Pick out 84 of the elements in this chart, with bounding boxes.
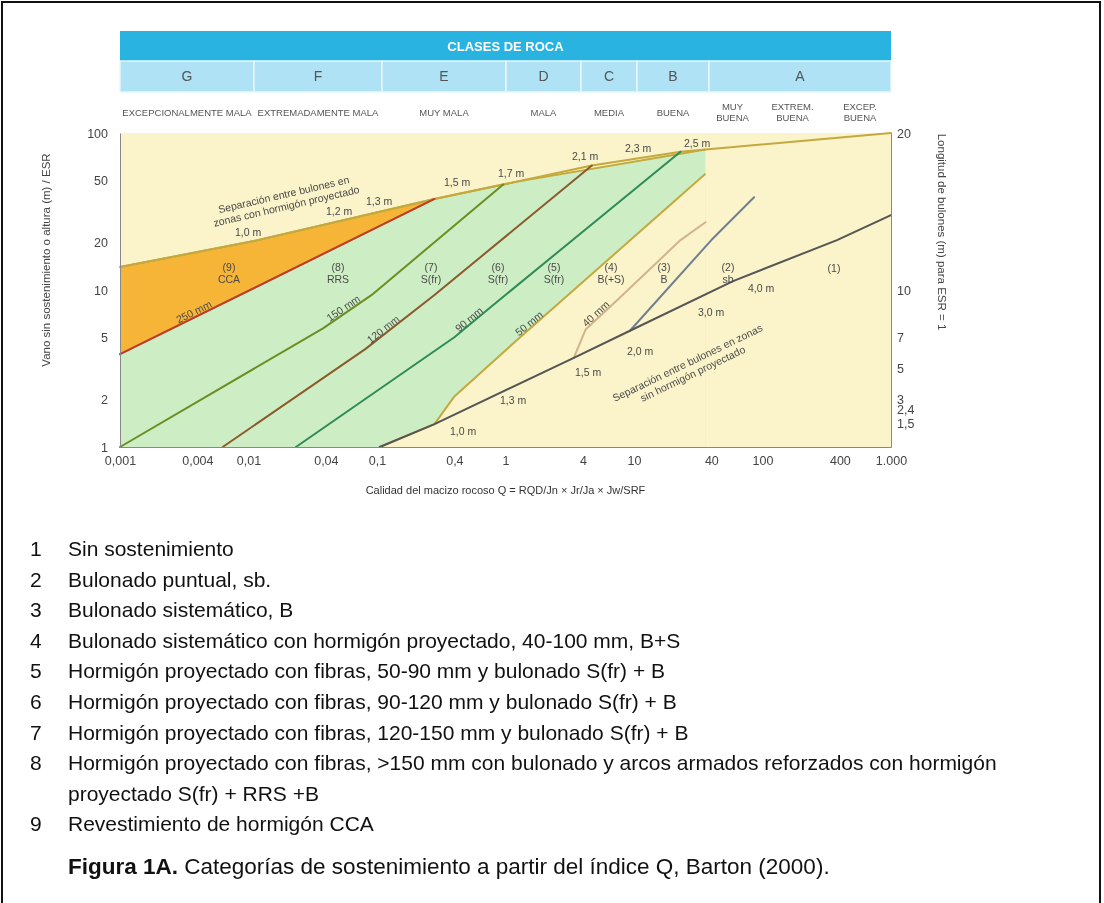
annotation: 250 mm (174, 297, 214, 326)
text: MUY MALA (419, 106, 470, 118)
y2-tick-label: 20 (897, 126, 911, 141)
annotation: 2,5 m (683, 137, 711, 149)
y-tick-label: 1 (101, 440, 109, 455)
y-axis-title: Vano sin sostenimiento o altura (m) / ESR (40, 153, 52, 367)
annotation: 3,0 m (697, 306, 725, 318)
annotation: (6) S(fr) (487, 261, 509, 285)
annotation: 2,0 m (626, 345, 654, 357)
text: G (181, 68, 193, 85)
text: 7 Hormigón proyectado con fibras, 120-150 mm y bulonado S(fr) + B (30, 720, 689, 744)
annotation: 1,7 m (497, 167, 525, 179)
text: EXCEP. BUENA (843, 101, 878, 124)
annotation: 1,0 m (234, 226, 262, 238)
annotation: (3) B (657, 261, 671, 285)
annotation: (1) (827, 262, 841, 274)
x-tick-label: 0,001 (104, 453, 137, 468)
text: 1 Sin sostenimiento (30, 537, 234, 560)
annotation: 4,0 m (747, 282, 775, 294)
text: 5 Hormigón proyectado con fibras, 50-90 mm y bulonado S(fr) + B (30, 659, 666, 683)
x-tick-label: 10 (627, 453, 642, 468)
text: MALA (530, 106, 558, 118)
text: 8 Hormigón proyectado con fibras, >150 mm con bulonado y arcos armados reforzados con hormigón proyectado S(fr) + RRS +B (30, 751, 997, 805)
annotation: (4) B(+S) (597, 261, 625, 285)
y2-tick-label: 10 (897, 283, 911, 298)
annotation: 40 mm (579, 297, 612, 329)
text: EXCEPCIONALMENTE MALA (122, 106, 253, 118)
annotation: (5) S(fr) (543, 261, 565, 285)
annotation: (8) RRS (326, 261, 350, 285)
text: EXTREMADAMENTE MALA (257, 106, 380, 118)
y-tick-label: 50 (94, 173, 109, 188)
annotation: 1,5 m (574, 366, 602, 378)
text: B (668, 68, 678, 85)
annotation: 1,5 m (443, 176, 471, 188)
text: 9 Revestimiento de hormigón CCA (30, 812, 374, 836)
y2-axis-title: Longitud de bulones (m) para ESR = 1 (936, 133, 948, 331)
y-tick-label: 2 (101, 393, 109, 408)
x-tick-label: 4 (579, 453, 587, 468)
x-tick-label: 400 (829, 453, 851, 468)
annotation: 150 mm (324, 292, 363, 324)
y-tick-label: 10 (94, 283, 109, 298)
annotation: (7) S(fr) (420, 261, 442, 285)
text: C (603, 68, 615, 85)
text: E (439, 68, 449, 85)
y-tick-label: 20 (94, 236, 109, 251)
text: 3 Bulonado sistemático, B (30, 598, 294, 622)
x-tick-label: 0,004 (182, 453, 214, 468)
x-axis-title: Calidad del macizo rocoso Q = RQD/Jn × Jr/Ja × Jw/SRF (365, 484, 646, 496)
y-tick-label: 5 (101, 330, 109, 345)
annotation: 2,3 m (624, 142, 652, 154)
text: A (795, 68, 806, 85)
text: MUY BUENA (716, 101, 750, 124)
x-tick-label: 1.000 (875, 453, 908, 468)
annotation: 90 mm (452, 304, 486, 335)
text: D (538, 68, 549, 85)
text: 6 Hormigón proyectado con fibras, 90-120 mm y bulonado S(fr) + B (30, 690, 677, 713)
text: Figura 1A. Categorías de sostenimiento a partir del índice Q, Barton (2000). (68, 854, 830, 879)
x-tick-label: 0,01 (236, 453, 262, 468)
annotation: 1,2 m (325, 205, 353, 217)
text: BUENA (656, 106, 691, 118)
x-tick-label: 1 (502, 453, 510, 468)
text: MEDIA (593, 106, 625, 118)
text: EXTREM. BUENA (771, 101, 814, 124)
text: 4 Bulonado sistemático con hormigón proyectado, 40-100 mm, B+S (30, 628, 681, 652)
y2-tick-label: 5 (897, 362, 904, 376)
text: CLASES DE ROCA (447, 39, 565, 54)
annotation: (2) sb (721, 261, 735, 285)
x-tick-label: 0,4 (446, 453, 464, 468)
text: 2 Bulonado puntual, sb. (30, 567, 272, 591)
annotation: 120 mm (364, 312, 402, 346)
annotation: 1,3 m (365, 195, 393, 207)
x-tick-label: 40 (704, 453, 719, 468)
x-tick-label: 100 (752, 453, 774, 468)
annotation: 50 mm (512, 308, 546, 338)
y-tick-label: 100 (87, 126, 109, 141)
x-tick-label: 0,04 (314, 453, 339, 468)
annotation: (9) CCA (217, 261, 241, 285)
y2-tick-label: 7 (897, 330, 904, 345)
annotation: 2,1 m (571, 150, 599, 162)
y2-tick-label: 1,5 (897, 416, 915, 431)
annotation: 1,3 m (499, 394, 527, 406)
text: F (313, 68, 323, 85)
annotation: 1,0 m (449, 425, 477, 437)
x-tick-label: 0,1 (368, 453, 387, 468)
